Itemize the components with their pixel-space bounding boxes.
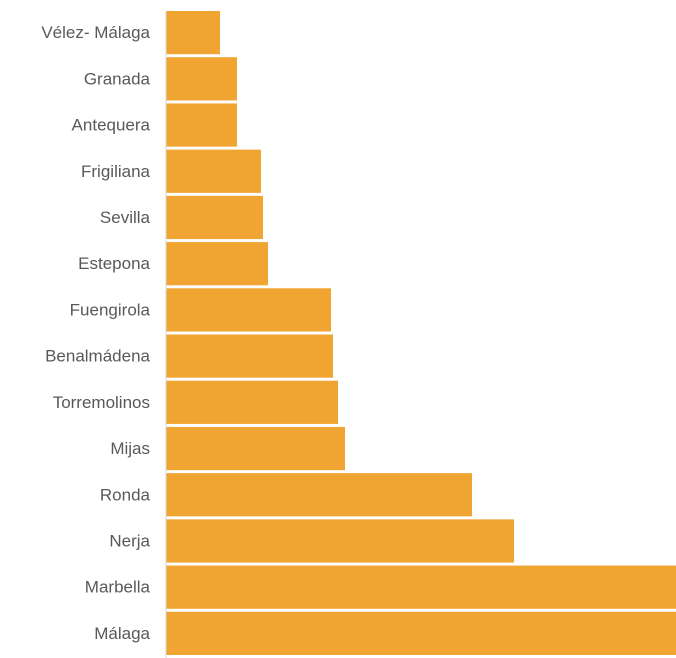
- category-label: Frigiliana: [81, 162, 151, 181]
- category-label: Sevilla: [100, 208, 151, 227]
- category-label: Antequera: [72, 116, 151, 135]
- bar-13: [166, 565, 676, 609]
- category-label: Benalmádena: [45, 347, 150, 366]
- bar-4: [166, 149, 261, 193]
- bar-1: [166, 11, 220, 55]
- category-label: Estepona: [78, 254, 150, 273]
- category-label: Marbella: [85, 578, 151, 597]
- bar-3: [166, 103, 237, 147]
- category-label: Torremolinos: [53, 393, 150, 412]
- bar-7: [166, 288, 331, 332]
- bar-8: [166, 334, 333, 378]
- category-label: Mijas: [110, 439, 150, 458]
- bars-group: [166, 11, 676, 655]
- category-label: Vélez- Málaga: [41, 23, 150, 42]
- category-label: Nerja: [109, 531, 150, 550]
- bar-14: [166, 611, 676, 655]
- bar-10: [166, 426, 345, 471]
- category-label: Fuengirola: [70, 300, 151, 319]
- category-label: Málaga: [94, 624, 150, 643]
- category-labels-group: Vélez- Málaga Granada Antequera Frigiliana S…: [41, 23, 150, 643]
- category-label: Ronda: [100, 485, 151, 504]
- bar-12: [166, 519, 514, 563]
- bar-6: [166, 242, 268, 286]
- category-label: Granada: [84, 69, 151, 88]
- bar-9: [166, 380, 338, 424]
- bar-2: [166, 57, 237, 101]
- bar-11: [166, 473, 472, 517]
- bar-5: [166, 195, 263, 240]
